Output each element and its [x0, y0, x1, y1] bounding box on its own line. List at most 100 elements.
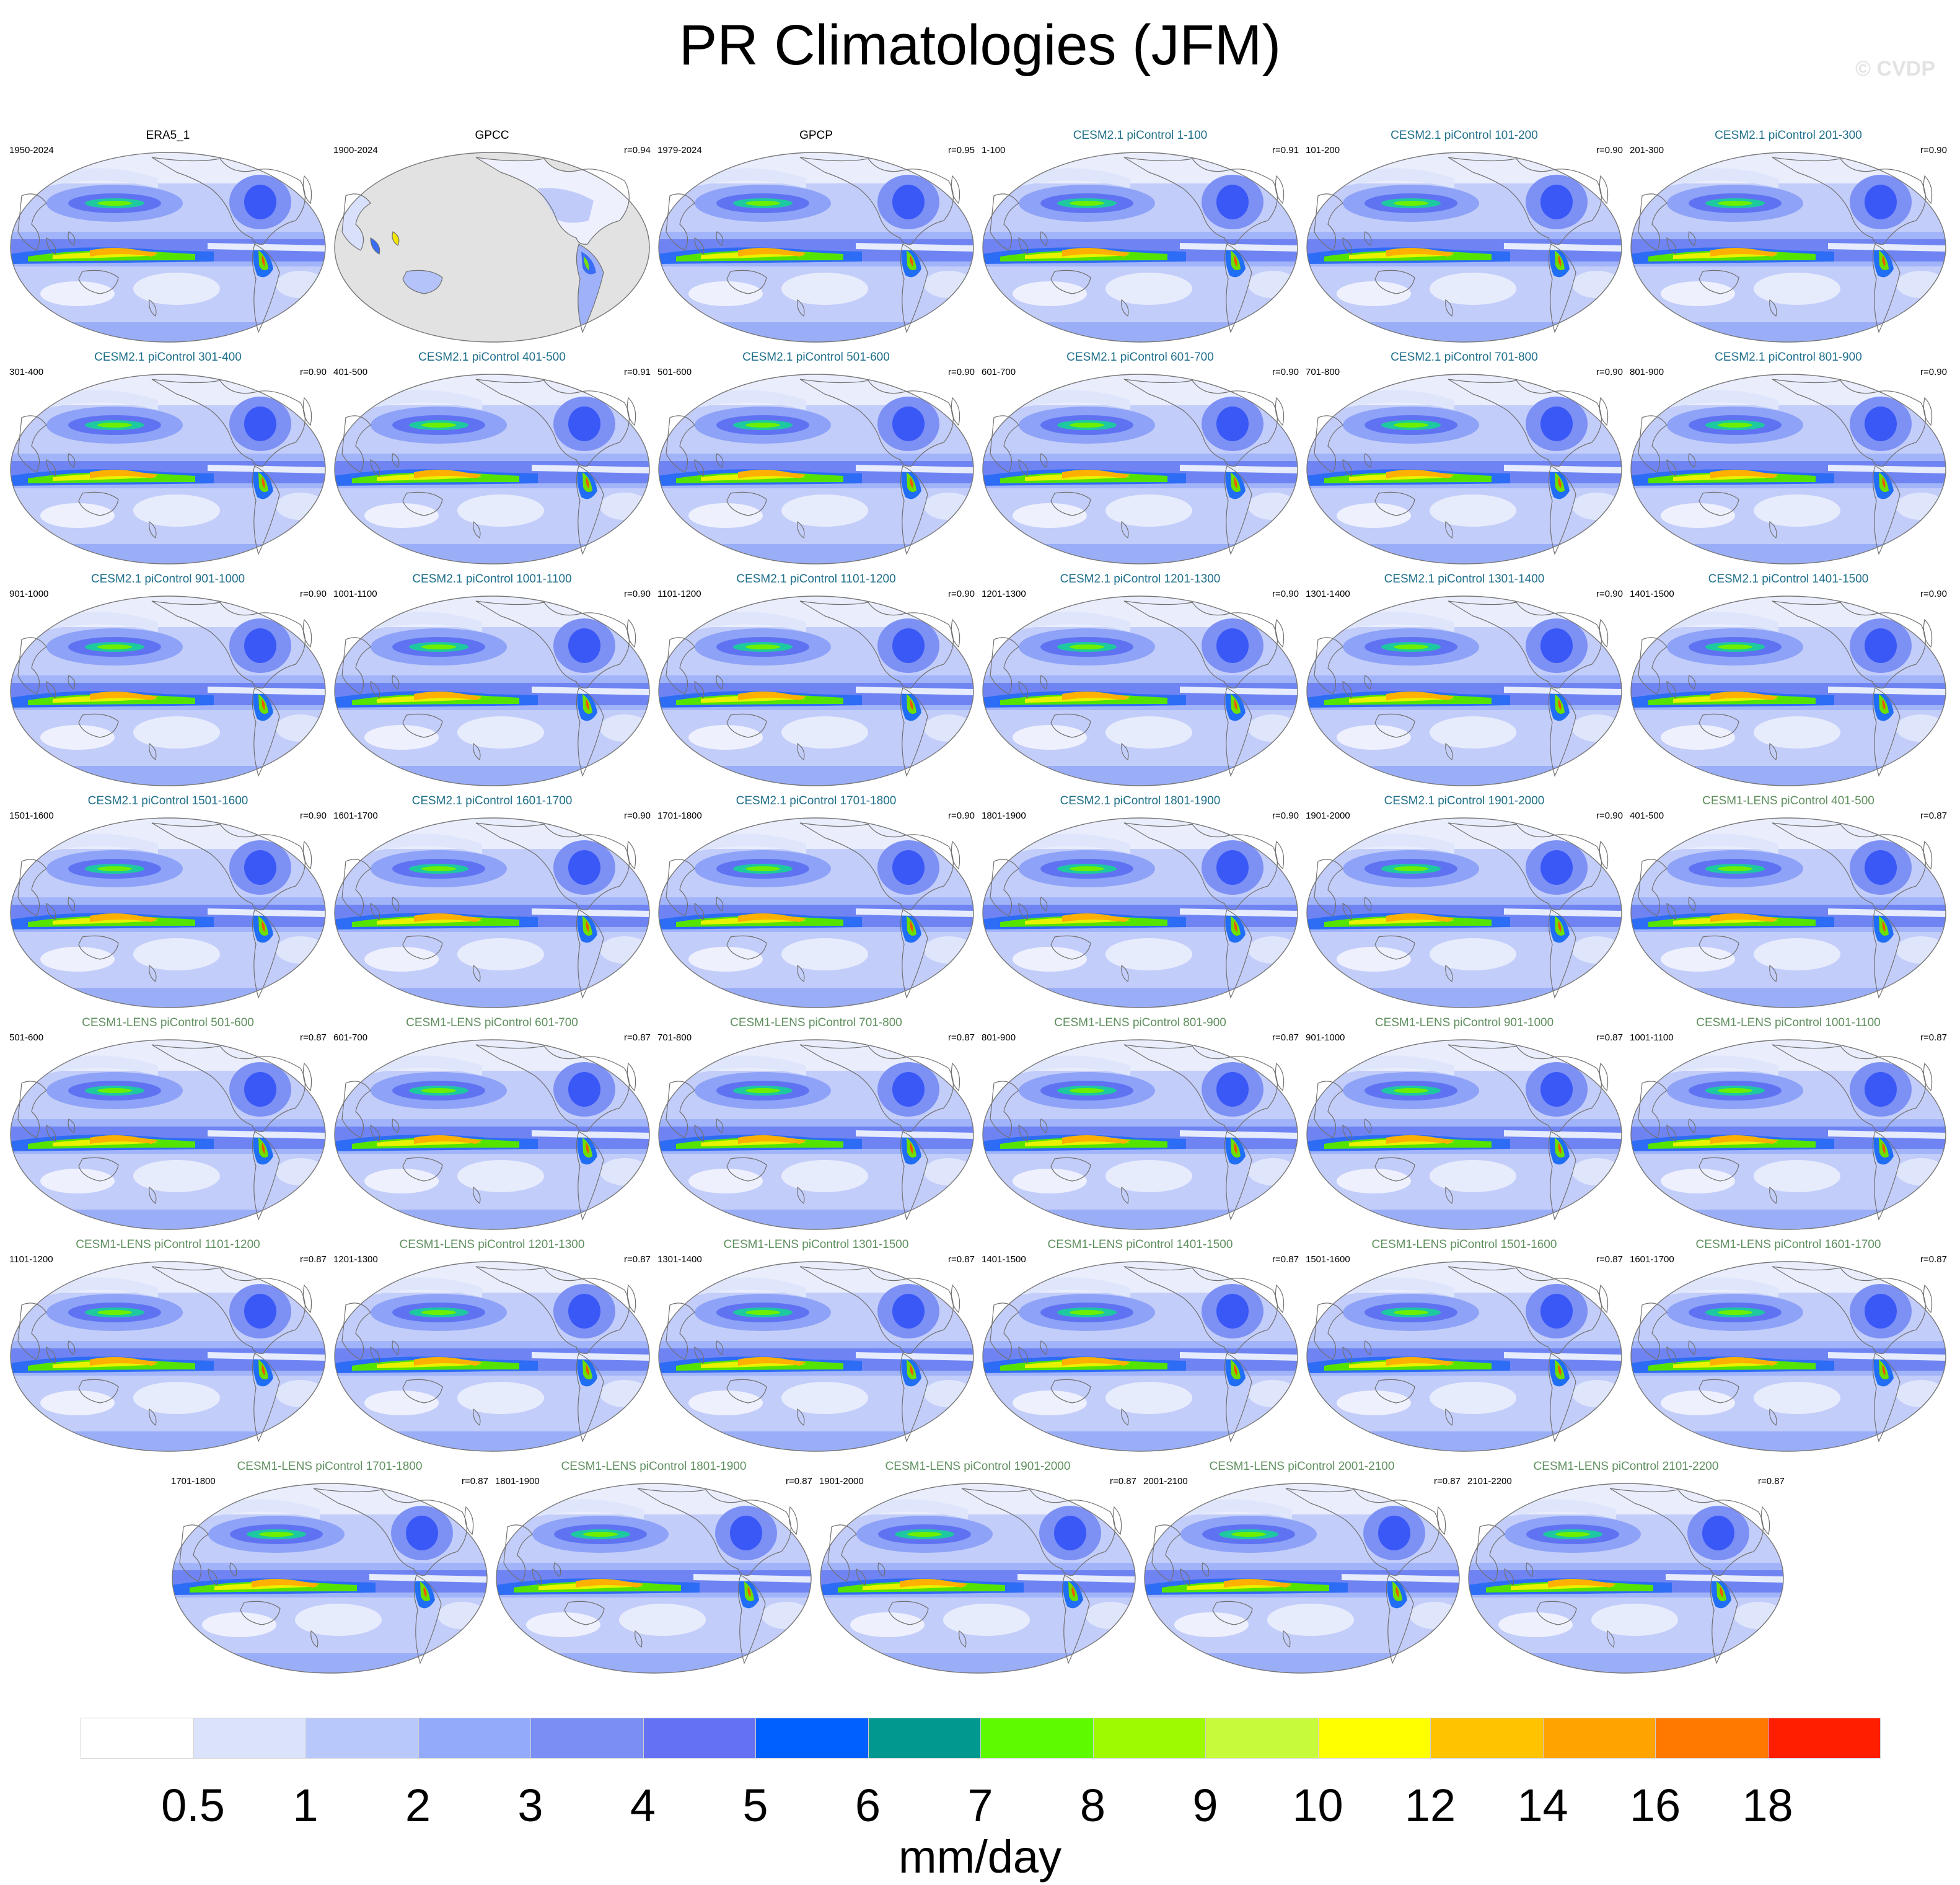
- map-panel: CESM1-LENS piControl 501-600 501-600 r=0.8…: [9, 1016, 327, 1231]
- precip-map: [1630, 151, 1947, 343]
- precip-map: [1630, 373, 1947, 565]
- colorbar-tick-label: 12: [1404, 1780, 1456, 1831]
- precip-field: [657, 1260, 975, 1452]
- watermark: © CVDP: [1855, 57, 1935, 81]
- panel-title: CESM2.1 piControl 1301-1400: [1384, 573, 1545, 586]
- precip-map: [1306, 595, 1623, 787]
- colorbar-tick-label: 3: [517, 1780, 543, 1831]
- colorbar-tick-label: 7: [967, 1780, 993, 1831]
- panel-correlation: r=0.87: [786, 1476, 812, 1487]
- colorbar-swatch: [81, 1718, 194, 1759]
- panel-correlation: r=0.90: [1272, 589, 1299, 599]
- precip-map: [9, 151, 327, 343]
- map-panel: CESM2.1 piControl 1501-1600 1501-1600 r=0.…: [9, 794, 327, 1009]
- panel-correlation: r=0.90: [300, 811, 327, 821]
- map-panel: CESM1-LENS piControl 1701-1800 1701-1800 r…: [171, 1460, 488, 1674]
- panel-years: 601-700: [982, 367, 1016, 377]
- map-panel: CESM1-LENS piControl 2001-2100 2001-2100 r…: [1143, 1460, 1461, 1674]
- panel-correlation: r=0.87: [1272, 1032, 1299, 1043]
- precip-field: [1306, 817, 1623, 1009]
- precip-field: [1630, 595, 1947, 787]
- panel-years: 801-900: [982, 1032, 1016, 1043]
- panel-years: 701-800: [657, 1032, 692, 1043]
- panel-title: CESM1-LENS piControl 1501-1600: [1371, 1238, 1557, 1251]
- map-panel: CESM2.1 piControl 201-300 201-300 r=0.90: [1630, 129, 1947, 343]
- colorbar: [81, 1718, 1881, 1761]
- panel-correlation: r=0.90: [1596, 811, 1623, 821]
- colorbar-swatch: [530, 1718, 644, 1759]
- panel-title: GPCC: [475, 129, 509, 142]
- colorbar-swatch: [1430, 1718, 1544, 1759]
- precip-field: [819, 1482, 1136, 1674]
- precip-map: [982, 595, 1299, 787]
- panel-correlation: r=0.90: [300, 367, 327, 377]
- map-panel: CESM2.1 piControl 801-900 801-900 r=0.90: [1630, 351, 1947, 565]
- precip-field: [9, 373, 327, 565]
- precip-map: [657, 595, 975, 787]
- colorbar-swatch: [755, 1718, 869, 1759]
- panel-correlation: r=0.90: [948, 589, 975, 599]
- precip-field: [333, 1260, 651, 1452]
- panel-years: 901-1000: [9, 589, 49, 599]
- colorbar-tick-label: 0.5: [161, 1780, 225, 1831]
- precip-map: [982, 373, 1299, 565]
- colorbar-tick-label: 5: [742, 1780, 768, 1831]
- panel-correlation: r=0.90: [1272, 811, 1299, 821]
- panel-correlation: r=0.90: [1596, 589, 1623, 599]
- panel-years: 1901-2000: [819, 1476, 864, 1487]
- panel-correlation: r=0.87: [624, 1032, 651, 1043]
- precip-map: [495, 1482, 812, 1674]
- panel-correlation: r=0.90: [1272, 367, 1299, 377]
- panel-correlation: r=0.90: [1920, 589, 1947, 599]
- map-panel: CESM1-LENS piControl 1501-1600 1501-1600 r…: [1306, 1238, 1623, 1452]
- panel-title: CESM2.1 piControl 1101-1200: [736, 573, 896, 586]
- precip-field: [1306, 1039, 1623, 1231]
- panel-years: 1979-2024: [657, 145, 702, 156]
- map-panel: CESM1-LENS piControl 1001-1100 1001-1100 r…: [1630, 1016, 1947, 1231]
- colorbar-swatch: [868, 1718, 981, 1759]
- precip-map: [1306, 1260, 1623, 1452]
- precip-field: [1306, 1260, 1623, 1452]
- colorbar-tick-label: 1: [292, 1780, 319, 1831]
- precip-field: [9, 817, 327, 1009]
- precip-map: [1143, 1482, 1461, 1674]
- precip-field: [495, 1482, 812, 1674]
- colorbar-units: mm/day: [898, 1831, 1062, 1883]
- colorbar-swatch: [1767, 1718, 1881, 1759]
- colorbar-tick-label: 18: [1742, 1780, 1793, 1831]
- map-panel: CESM1-LENS piControl 1601-1700 1601-1700 r…: [1630, 1238, 1947, 1452]
- panel-title: CESM2.1 piControl 501-600: [742, 351, 890, 364]
- precip-field: [1630, 817, 1947, 1009]
- map-panel: CESM1-LENS piControl 1301-1500 1301-1400 r…: [657, 1238, 975, 1452]
- precip-field: [657, 595, 975, 787]
- panel-years: 1801-1900: [495, 1476, 540, 1487]
- precip-map: [819, 1482, 1136, 1674]
- precip-field: [982, 595, 1299, 787]
- panel-correlation: r=0.87: [1596, 1254, 1623, 1265]
- panel-title: CESM1-LENS piControl 1801-1900: [561, 1460, 747, 1473]
- map-panel: CESM1-LENS piControl 1901-2000 1901-2000 r…: [819, 1460, 1136, 1674]
- colorbar-tick-label: 10: [1292, 1780, 1343, 1831]
- panel-title: CESM2.1 piControl 1501-1600: [87, 794, 248, 807]
- panel-correlation: r=0.87: [1758, 1476, 1785, 1487]
- panel-title: CESM1-LENS piControl 1601-1700: [1695, 1238, 1881, 1251]
- page-title: PR Climatologies (JFM): [679, 14, 1281, 77]
- precip-field: [171, 1482, 488, 1674]
- precip-field: [1306, 595, 1623, 787]
- map-panel: CESM1-LENS piControl 901-1000 901-1000 r=0…: [1306, 1016, 1623, 1231]
- precip-field: [1630, 1039, 1947, 1231]
- map-panel: GPCP 1979-2024 r=0.95: [657, 129, 975, 343]
- panel-correlation: r=0.87: [948, 1254, 975, 1265]
- map-panel: CESM2.1 piControl 901-1000 901-1000 r=0.90: [9, 573, 327, 787]
- precip-field: [657, 373, 975, 565]
- map-panel: CESM1-LENS piControl 1201-1300 1201-1300 r…: [333, 1238, 651, 1452]
- panel-title: CESM1-LENS piControl 601-700: [406, 1016, 578, 1029]
- panel-years: 1501-1600: [9, 811, 54, 821]
- map-panel: CESM2.1 piControl 1601-1700 1601-1700 r=0.…: [333, 794, 651, 1009]
- map-panel: CESM2.1 piControl 701-800 701-800 r=0.90: [1306, 351, 1623, 565]
- panel-title: CESM1-LENS piControl 901-1000: [1374, 1016, 1554, 1029]
- precip-map: [333, 373, 651, 565]
- precip-field: [333, 595, 651, 787]
- map-panel: GPCC 1900-2024 r=0.94: [333, 129, 651, 343]
- colorbar-tick-label: 4: [630, 1780, 656, 1831]
